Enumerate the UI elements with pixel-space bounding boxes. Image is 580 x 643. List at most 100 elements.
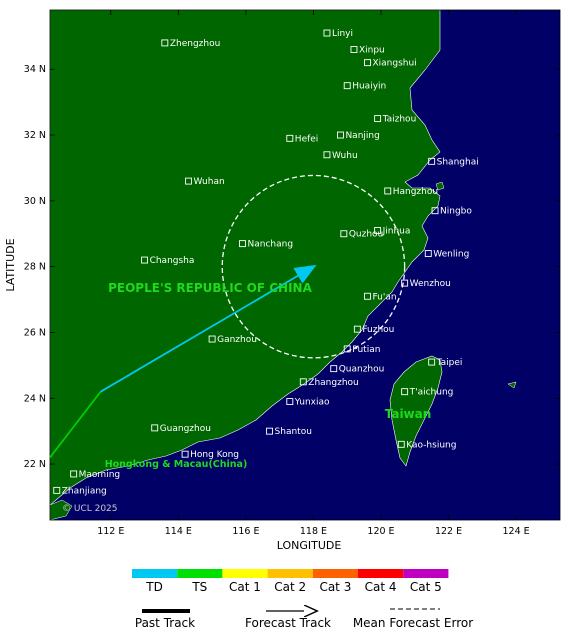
city-marker-icon [299, 378, 307, 386]
legend-swatch-cat-2 [267, 569, 313, 578]
city-marker-icon [330, 365, 338, 373]
city-marker-icon [208, 335, 216, 343]
city-label: Changsha [150, 256, 195, 266]
city-marker-icon [141, 256, 149, 264]
y-tick-label: 34 N [24, 64, 46, 75]
city-marker-icon [53, 486, 61, 494]
x-tick-label: 118 E [300, 526, 327, 537]
city-label: Quanzhou [339, 365, 385, 375]
legend-label: Cat 3 [319, 580, 351, 594]
city-marker-icon [343, 345, 351, 353]
track-legend: Past Track Forecast Track Mean Forecast … [135, 609, 473, 630]
city-xinpu: Xinpu [350, 45, 385, 55]
city-putian: Putian [343, 345, 380, 355]
city-zhangzhou: Zhangzhou [299, 378, 359, 388]
city-label: Hangzhou [393, 187, 438, 197]
y-tick-label: 22 N [24, 459, 46, 470]
city-marker-icon [374, 227, 382, 234]
city-label: Linyi [332, 29, 353, 39]
city-taizhou: Taizhou [374, 115, 416, 125]
city-label: Jinhua [382, 226, 411, 236]
city-quanzhou: Quanzhou [330, 365, 385, 375]
city-marker-icon [70, 470, 78, 478]
city-hefei: Hefei [286, 134, 319, 144]
y-tick-label: 32 N [24, 130, 46, 141]
legend-swatch-ts [177, 569, 223, 578]
watermark: © UCL 2025 [62, 504, 118, 514]
city-xiangshui: Xiangshui [364, 59, 417, 69]
city-fuzhou: Fuzhou [353, 325, 394, 335]
city-marker-icon [340, 230, 348, 238]
legend-label: TS [191, 580, 207, 594]
city-label: Hong Kong [190, 450, 239, 460]
forecast-track-arrow [100, 264, 317, 393]
city-hangzhou: Hangzhou [384, 187, 438, 197]
city-maoming: Maoming [70, 470, 120, 480]
city-label: Zhanjiang [62, 486, 107, 496]
city-jinhua: Jinhua [374, 226, 411, 236]
city-hong-kong: Hong Kong [181, 450, 239, 460]
city-yunxiao: Yunxiao [286, 398, 330, 408]
city-shantou: Shantou [266, 427, 312, 437]
city-label: Nanjing [345, 131, 379, 141]
city-label: Guangzhou [160, 424, 211, 434]
city-label: Nanchang [248, 240, 294, 250]
city-label: Wenzhou [410, 279, 451, 289]
legend-label: Cat 1 [229, 580, 261, 594]
city-zhanjiang: Zhanjiang [53, 486, 107, 496]
city-label: Maoming [79, 470, 120, 480]
city-marker-icon [181, 450, 189, 458]
city-marker-icon [374, 115, 382, 123]
city-nanjing: Nanjing [337, 131, 380, 141]
city-label: Huaiyin [352, 82, 386, 92]
past-track-line [49, 391, 102, 459]
legend-label: TD [145, 580, 163, 594]
city-marker-icon [323, 29, 331, 37]
city-label: Shantou [275, 427, 312, 437]
map-frame [49, 9, 561, 521]
y-tick-label: 28 N [24, 262, 46, 273]
city-label: T'aichung [409, 388, 454, 398]
city-marker-icon [384, 187, 392, 195]
city-t-aichung: T'aichung [401, 388, 454, 398]
city-marker-icon [364, 292, 371, 300]
country-label-china: PEOPLE'S REPUBLIC OF CHINA [108, 281, 312, 295]
legend-swatch-cat-3 [312, 569, 358, 578]
city-label: Fu'an [372, 292, 396, 302]
city-marker-icon [350, 46, 358, 53]
x-tick-label: 122 E [435, 526, 462, 537]
city-marker-icon [151, 424, 159, 432]
map-area [50, 10, 560, 520]
city-taipei: Taipei [428, 358, 463, 368]
city-label: Wuhu [332, 151, 358, 161]
city-label: Wuhan [193, 177, 224, 187]
city-marker-icon [401, 279, 409, 287]
x-axis-title: LONGITUDE [277, 539, 342, 552]
axis-ticks: 112 E 114 E 116 E 118 E 120 E 122 E 124 E 22 N 2… [24, 64, 530, 537]
city-markers: Linyi Xinpu Zhengzhou Xiangshui Huaiyin Taizh… [53, 29, 479, 496]
city-marker-icon [431, 207, 439, 215]
city-label: Putian [352, 345, 380, 355]
region-label-hk-macau: Hongkong & Macau(China) [105, 459, 248, 470]
city-label: Hefei [295, 134, 319, 144]
city-linyi: Linyi [323, 29, 353, 39]
city-marker-icon [239, 240, 246, 248]
country-label-taiwan: Taiwan [385, 407, 432, 421]
city-quzhou: Quzhou [340, 230, 383, 240]
x-tick-label: 114 E [165, 526, 192, 537]
city-marker-icon [353, 325, 361, 333]
city-marker-icon [397, 440, 405, 448]
city-nanchang: Nanchang [239, 240, 294, 250]
city-wenzhou: Wenzhou [401, 279, 451, 289]
mainland-land [50, 10, 441, 506]
city-marker-icon [161, 39, 169, 47]
city-label: Ganzhou [217, 335, 257, 345]
past-track-label: Past Track [135, 616, 195, 630]
city-marker-icon [286, 398, 294, 405]
forecast-track-label: Forecast Track [245, 616, 331, 630]
y-tick-label: 30 N [24, 196, 46, 207]
city-label: Taipei [436, 358, 463, 368]
legend-swatch-cat-1 [222, 569, 268, 578]
city-marker-icon [401, 388, 409, 396]
taiwan-land [389, 355, 443, 467]
